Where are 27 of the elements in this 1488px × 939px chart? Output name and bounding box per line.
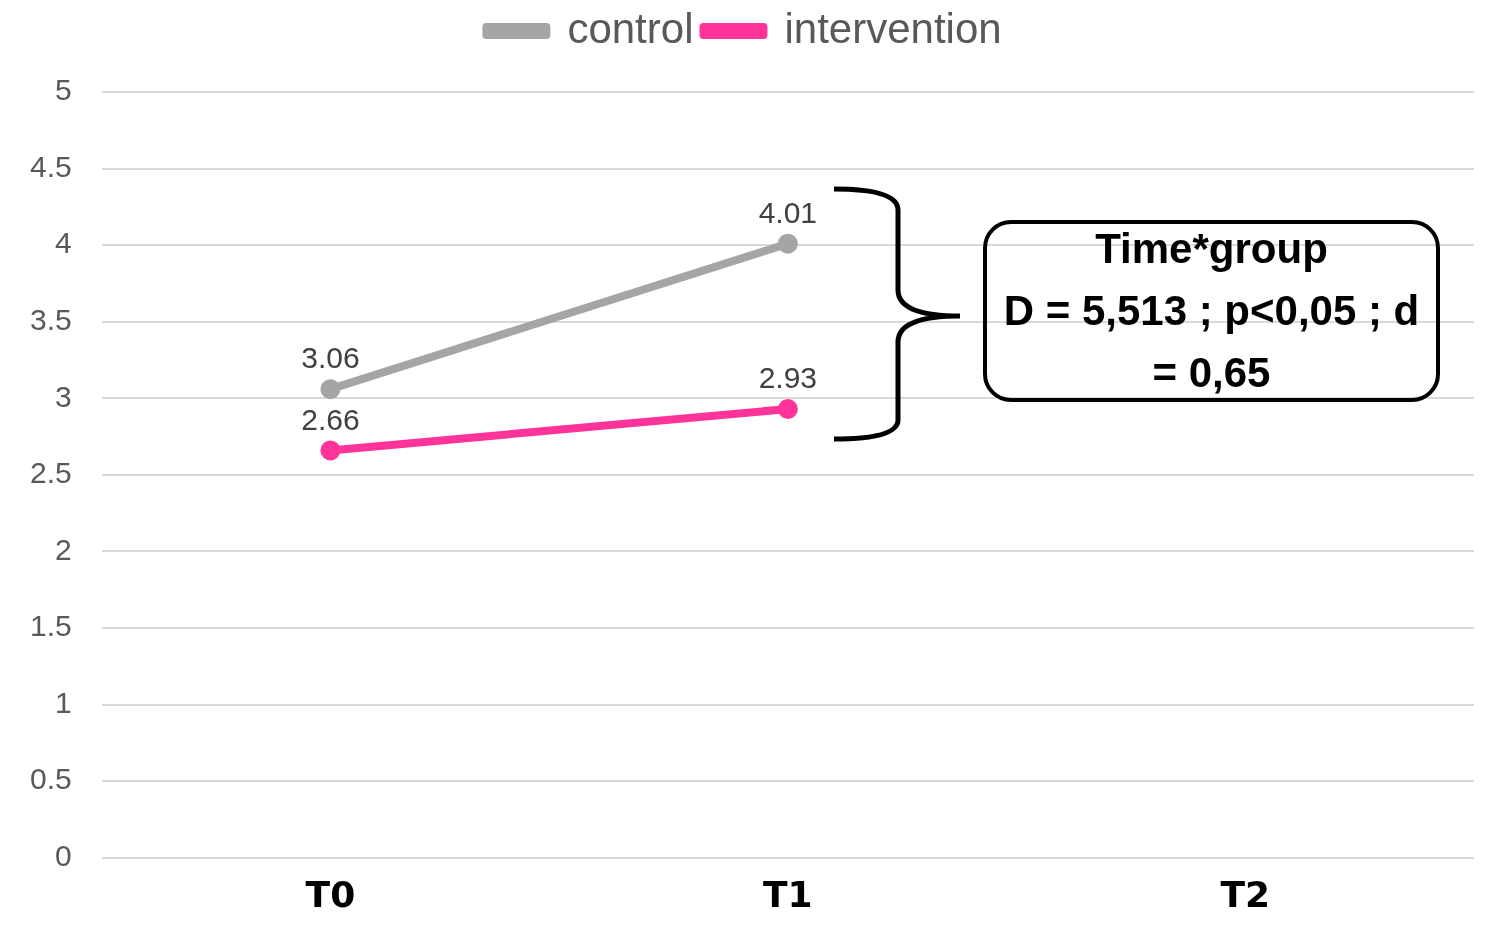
y-tick-label: 3.5	[29, 303, 72, 337]
x-tick-label: T2	[1220, 873, 1271, 915]
legend-label: intervention	[784, 4, 1002, 52]
x-tick-label: T1	[763, 873, 813, 915]
y-tick-label: 0.5	[29, 762, 72, 796]
y-tick-label: 0	[55, 839, 72, 873]
y-tick-label: 3	[55, 379, 72, 413]
y-tick-label: 2.5	[29, 456, 72, 490]
data-label: 4.01	[758, 195, 818, 229]
data-label: 3.06	[301, 341, 360, 375]
annotation: D = 5,513 ; p<0,05 ; d = 0,65	[1003, 286, 1420, 398]
callout-box: Time*group D = 5,513 ; p<0,05 ; d = 0,65	[983, 220, 1440, 402]
annotation: Time*group	[1095, 224, 1328, 274]
point	[320, 379, 341, 400]
point	[777, 399, 798, 420]
legend-label: control	[567, 4, 694, 52]
y-tick-label: 4	[55, 226, 72, 260]
data-label: 2.93	[758, 361, 818, 395]
point	[320, 440, 341, 461]
y-tick-label: 4.5	[29, 149, 72, 183]
y-tick-label: 5	[55, 73, 72, 107]
y-tick-label: 1	[55, 685, 72, 719]
y-tick-label: 2	[55, 532, 72, 566]
data-label: 2.66	[301, 402, 360, 436]
y-tick-label: 1.5	[29, 609, 72, 643]
point	[777, 233, 798, 254]
x-tick-label: T0	[305, 873, 356, 915]
